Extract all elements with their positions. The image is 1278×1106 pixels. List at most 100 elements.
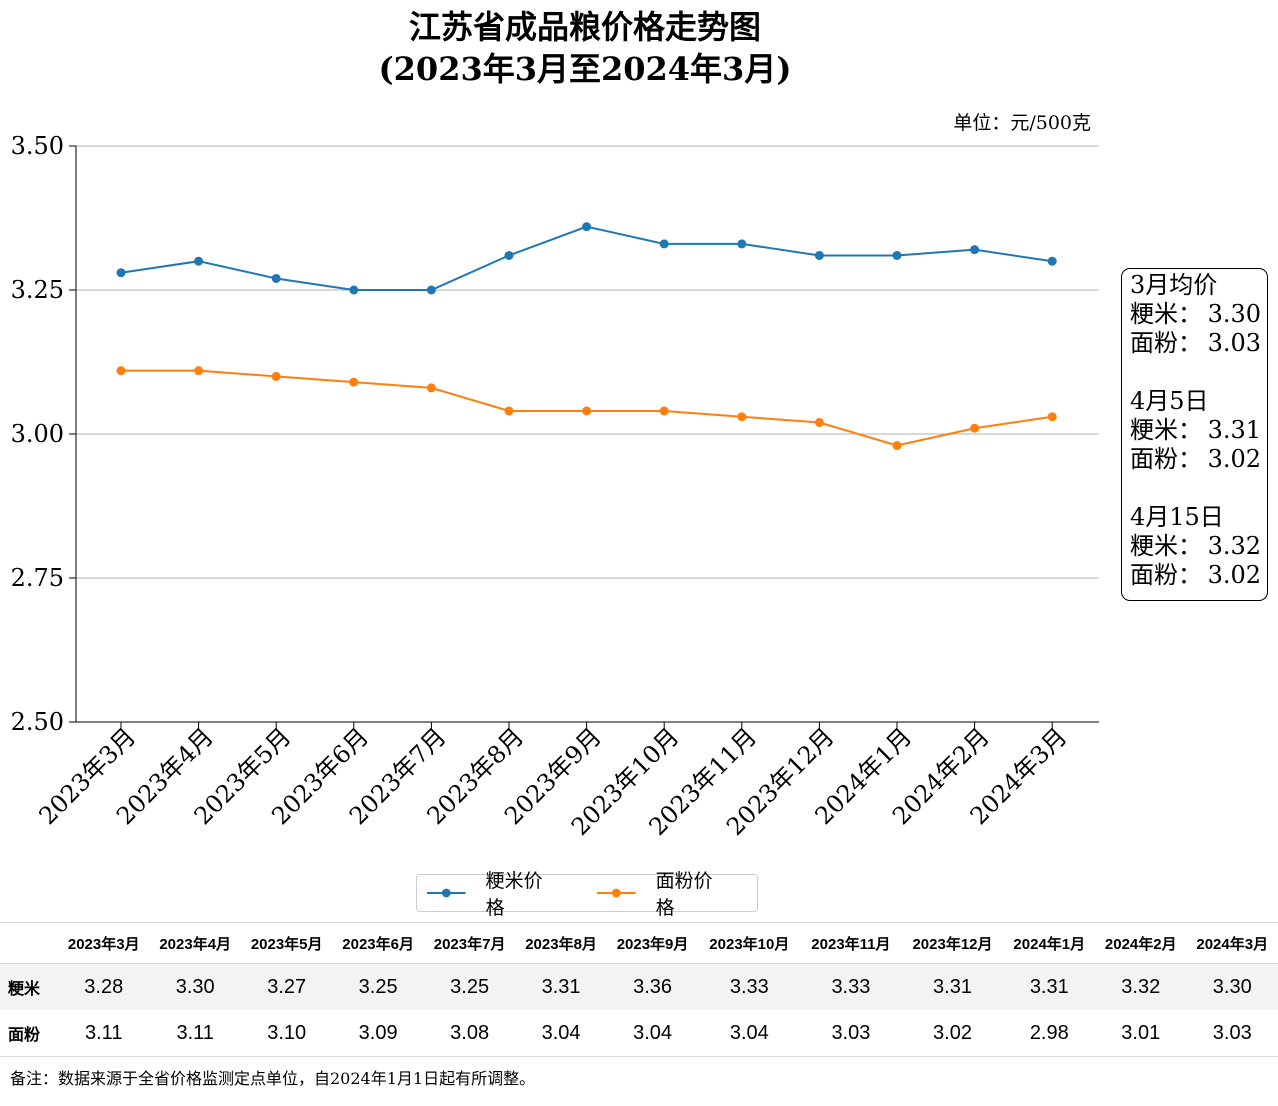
table-column-header: 2023年6月 bbox=[342, 935, 414, 953]
price-table: 2023年3月 2023年4月 2023年5月 2023年6月 2023年7月 2023年… bbox=[0, 922, 1278, 1057]
data-point bbox=[892, 441, 902, 451]
table-column-header: 2024年3月 bbox=[1196, 935, 1269, 953]
data-point bbox=[659, 239, 669, 249]
table-cell: 3.30 bbox=[1212, 975, 1252, 998]
data-point bbox=[1047, 412, 1057, 422]
data-point bbox=[970, 245, 980, 255]
note-row-label: 面粉： bbox=[1130, 329, 1202, 357]
table-cell: 3.30 bbox=[175, 975, 215, 998]
note-heading: 4月5日 bbox=[1130, 387, 1209, 415]
data-point bbox=[1047, 256, 1057, 266]
note-row-value: 3.03 bbox=[1207, 329, 1261, 357]
table-cell: 3.25 bbox=[358, 975, 398, 998]
legend-item: 粳米价格 bbox=[427, 866, 559, 920]
data-point bbox=[737, 412, 747, 422]
data-point bbox=[737, 239, 747, 249]
table-cell: 3.31 bbox=[1029, 975, 1069, 998]
note-block: 3月均价 粳米： 3.30 面粉： 3.03 bbox=[1130, 271, 1261, 358]
note-row-label: 面粉： bbox=[1130, 561, 1202, 589]
table-row-label: 面粉 bbox=[8, 1027, 41, 1044]
legend-label: 面粉价格 bbox=[655, 870, 713, 919]
series-line bbox=[120, 225, 1053, 291]
y-tick-label: 2.75 bbox=[11, 564, 64, 592]
note-row-label: 粳米： bbox=[1130, 416, 1202, 444]
table-cell: 3.33 bbox=[831, 975, 871, 998]
table-cell: 3.02 bbox=[933, 1021, 972, 1044]
table-column-header: 2023年7月 bbox=[433, 935, 506, 953]
legend-label: 粳米价格 bbox=[485, 870, 543, 919]
table-corner bbox=[0, 923, 58, 964]
note-row-value: 3.31 bbox=[1207, 416, 1261, 444]
data-point bbox=[659, 406, 669, 416]
table-cell: 3.09 bbox=[358, 1021, 398, 1044]
table-row: 粳米 3.28 3.30 3.27 3.25 3.25 3.31 3.36 3.33 3.33 3.… bbox=[0, 963, 1278, 1010]
table-cell: 3.33 bbox=[729, 975, 769, 998]
note-row-value: 3.30 bbox=[1207, 300, 1261, 328]
y-tick-label: 3.25 bbox=[11, 276, 64, 304]
data-point bbox=[349, 377, 359, 387]
footnote: 备注：数据来源于全省价格监测定点单位，自2024年1月1日起有所调整。 bbox=[10, 1069, 536, 1088]
data-point bbox=[349, 285, 359, 295]
note-row-value: 3.32 bbox=[1207, 532, 1261, 560]
data-point bbox=[271, 273, 281, 283]
note-heading: 4月15日 bbox=[1130, 503, 1224, 531]
chart-title: 江苏省成品粮价格走势图 (2023年3月至2024年3月) bbox=[0, 6, 1170, 90]
table-cell: 3.03 bbox=[831, 1021, 871, 1044]
table-row: 面粉 3.11 3.11 3.10 3.09 3.08 3.04 3.04 3.04 3.03 3.… bbox=[0, 1010, 1278, 1057]
data-point bbox=[116, 366, 126, 376]
legend-item: 面粉价格 bbox=[597, 866, 729, 920]
y-tick-label: 3.00 bbox=[11, 420, 64, 448]
table-cell: 3.04 bbox=[541, 1021, 581, 1044]
chart-title-line1: 江苏省成品粮价格走势图 bbox=[408, 8, 761, 46]
table-cell: 3.03 bbox=[1212, 1021, 1252, 1044]
table-cell: 2.98 bbox=[1029, 1021, 1069, 1044]
table-column-header: 2024年2月 bbox=[1104, 935, 1177, 953]
table-cell: 3.36 bbox=[633, 975, 673, 998]
note-row: 粳米： 3.31 bbox=[1130, 416, 1261, 445]
data-point bbox=[194, 256, 204, 266]
table-cell: 3.27 bbox=[267, 975, 307, 998]
data-point bbox=[426, 383, 436, 393]
table-cell: 3.01 bbox=[1121, 1021, 1161, 1044]
note-row: 面粉： 3.02 bbox=[1130, 445, 1261, 474]
note-row-label: 面粉： bbox=[1130, 445, 1202, 473]
legend-swatch bbox=[597, 888, 636, 898]
y-tick-label: 2.50 bbox=[11, 708, 64, 736]
note-row-label: 粳米： bbox=[1130, 300, 1202, 328]
unit-label: 单位：元/500克 bbox=[953, 112, 1091, 134]
data-point bbox=[814, 250, 824, 260]
price-note-box: 3月均价 粳米： 3.30 面粉： 3.03 4月5日 粳米： 3.31 面粉： 3.02 4月15… bbox=[1121, 268, 1268, 601]
data-point bbox=[504, 250, 514, 260]
table-cell: 3.11 bbox=[176, 1021, 214, 1044]
table-column-header: 2023年4月 bbox=[159, 935, 232, 953]
table-column-header: 2023年5月 bbox=[250, 935, 323, 953]
table-column-header: 2023年11月 bbox=[811, 935, 891, 953]
note-heading: 3月均价 bbox=[1130, 271, 1218, 299]
chart-legend: 粳米价格 面粉价格 bbox=[416, 870, 758, 919]
note-row-value: 3.02 bbox=[1207, 445, 1261, 473]
table-cell: 3.04 bbox=[729, 1021, 769, 1044]
data-point bbox=[116, 268, 126, 278]
line-chart: 2.502.753.003.253.502023年3月2023年4月2023年5… bbox=[11, 132, 1099, 841]
table-cell: 3.10 bbox=[267, 1021, 307, 1044]
note-row: 面粉： 3.02 bbox=[1130, 561, 1261, 590]
legend-swatch bbox=[427, 888, 466, 898]
table-cell: 3.32 bbox=[1121, 975, 1161, 998]
table-cell: 3.25 bbox=[450, 975, 490, 998]
table-column-header: 2023年12月 bbox=[912, 935, 993, 953]
data-point bbox=[582, 406, 592, 416]
table-cell: 3.04 bbox=[633, 1021, 673, 1044]
data-point bbox=[426, 285, 436, 295]
table-cell: 3.11 bbox=[85, 1021, 123, 1044]
table-column-header: 2023年8月 bbox=[525, 935, 597, 953]
table-cell: 3.08 bbox=[450, 1021, 490, 1044]
data-point bbox=[582, 222, 592, 232]
data-point bbox=[504, 406, 514, 416]
table-column-header: 2023年10月 bbox=[709, 935, 790, 953]
note-row: 面粉： 3.03 bbox=[1130, 329, 1261, 358]
data-point bbox=[194, 366, 204, 376]
table-cell: 3.28 bbox=[84, 975, 124, 998]
table-column-header: 2023年9月 bbox=[616, 935, 689, 953]
table-column-header: 2023年3月 bbox=[67, 935, 140, 953]
table-column-header: 2024年1月 bbox=[1013, 935, 1086, 953]
